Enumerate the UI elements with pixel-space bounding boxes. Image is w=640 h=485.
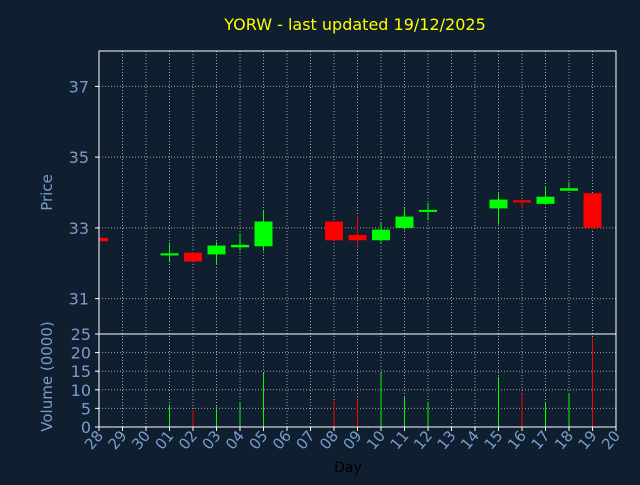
day-tick-label: 05 (246, 427, 272, 453)
day-tick-label: 07 (293, 427, 319, 453)
day-tick-label: 02 (175, 427, 201, 453)
candle-body (348, 234, 367, 241)
day-tick-label: 18 (551, 427, 577, 453)
day-tick-label: 19 (575, 427, 601, 453)
volume-tick-label: 25 (71, 325, 91, 344)
candle-body (254, 221, 273, 247)
candle-body (536, 196, 555, 204)
candle-body (419, 209, 437, 212)
day-tick-label: 13 (434, 427, 460, 453)
day-tick-label: 29 (105, 427, 131, 453)
price-tick-label: 37 (69, 77, 89, 96)
day-tick-label: 09 (340, 427, 366, 453)
day-tick-label: 06 (269, 427, 295, 453)
day-tick-label: 14 (457, 427, 483, 453)
day-tick-label: 16 (504, 427, 530, 453)
day-tick-label: 20 (598, 427, 624, 453)
candle-body (325, 221, 343, 241)
candle-body (372, 229, 390, 241)
price-tick-label: 33 (69, 219, 89, 238)
candle-body (560, 188, 578, 191)
plot-layer: 3133353705101520252829300102030405060708… (69, 50, 624, 453)
day-tick-label: 10 (363, 427, 389, 453)
chart-title: YORW - last updated 19/12/2025 (223, 15, 486, 34)
candle-body (231, 244, 249, 248)
candle-body (489, 199, 508, 209)
day-tick-label: 03 (199, 427, 225, 453)
price-tick-label: 31 (69, 290, 89, 309)
candle-body (583, 193, 602, 228)
day-tick-label: 15 (481, 427, 507, 453)
day-tick-label: 12 (410, 427, 436, 453)
candle-body (395, 216, 414, 228)
volume-tick-label: 10 (71, 381, 91, 400)
chart-outer-frame (98, 50, 617, 428)
volume-axis-label: Volume (0000) (38, 321, 56, 431)
day-tick-label: 11 (387, 427, 413, 453)
candle-body (513, 200, 531, 203)
day-tick-label: 01 (152, 427, 178, 453)
candle-body (207, 245, 226, 255)
volume-tick-label: 0 (81, 418, 91, 437)
candle-body (184, 252, 202, 262)
candle-body (160, 253, 179, 256)
day-axis-label: Day (334, 460, 362, 476)
candle-body (99, 237, 108, 242)
price-tick-label: 35 (69, 148, 89, 167)
volume-tick-label: 15 (71, 362, 91, 381)
volume-tick-label: 20 (71, 344, 91, 363)
volume-tick-label: 5 (81, 399, 91, 418)
day-tick-label: 04 (222, 427, 248, 453)
day-tick-label: 08 (316, 427, 342, 453)
price-axis-label: Price (38, 174, 56, 211)
day-tick-label: 30 (128, 427, 154, 453)
day-tick-label: 17 (528, 427, 554, 453)
